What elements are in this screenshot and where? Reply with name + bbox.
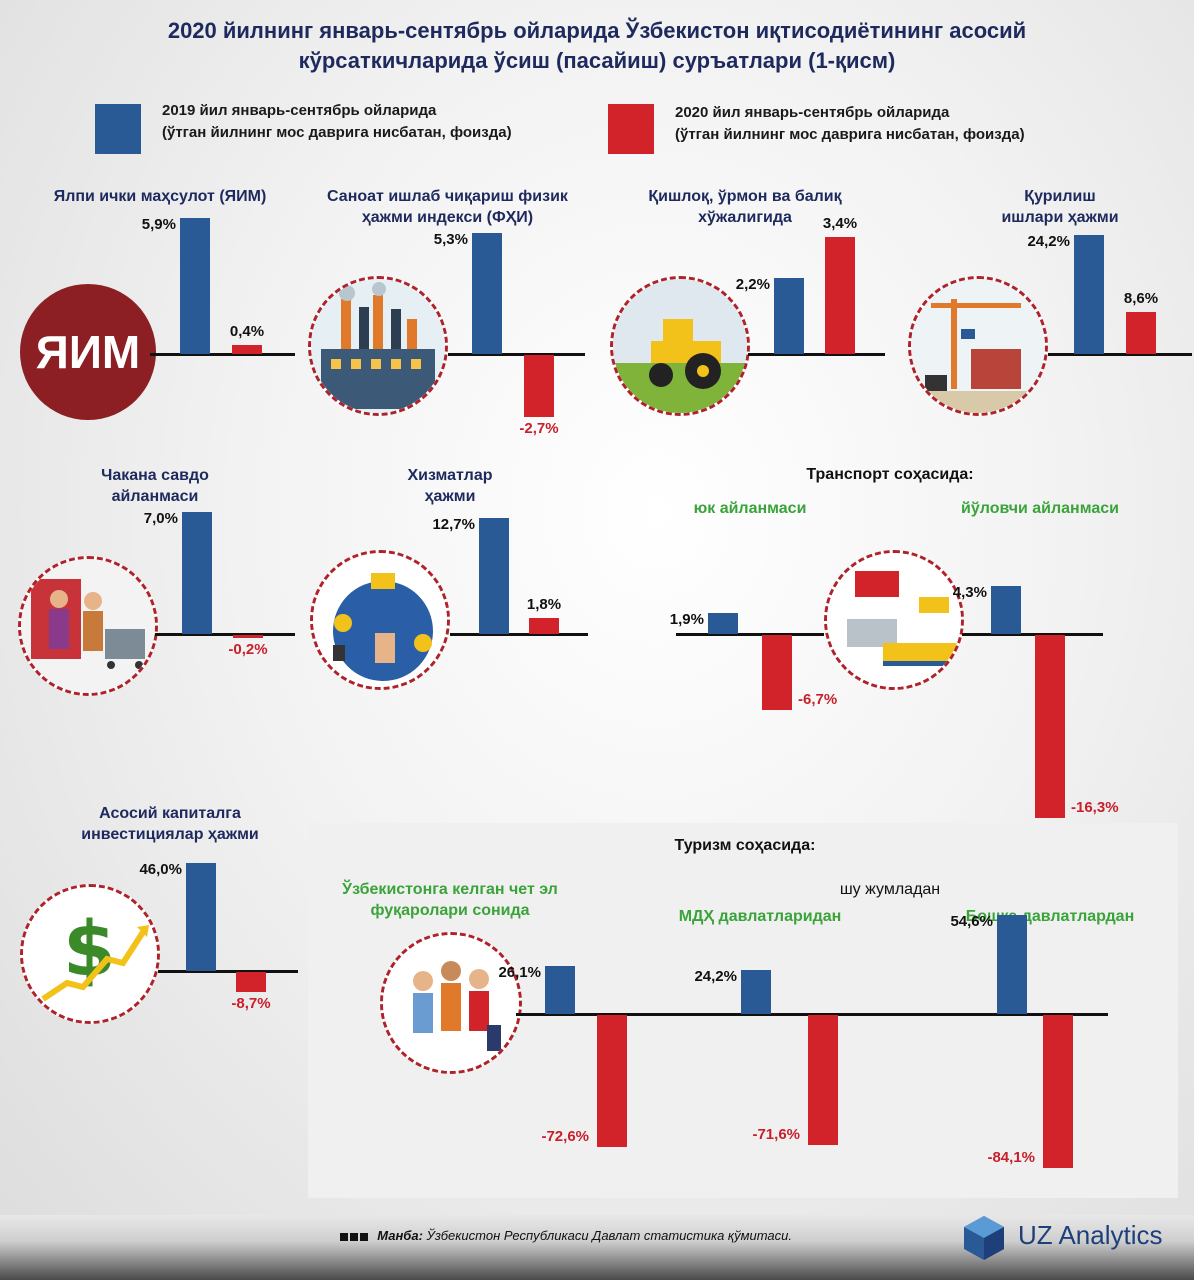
legend-swatch-2020	[608, 104, 654, 154]
agriculture-label-2019: 2,2%	[735, 276, 770, 294]
retail-bar-2019	[182, 512, 212, 634]
transport-section-title: Транспорт соҳасида:	[806, 466, 974, 483]
services-label-2019: 12,7%	[432, 516, 475, 534]
services-bar-2019	[479, 518, 509, 634]
gdp-bar-2019	[180, 218, 210, 354]
investment-label-2019: 46,0%	[139, 860, 182, 878]
retail-bar-2020	[233, 635, 263, 639]
freight-label-2019: 1,9%	[669, 610, 704, 628]
footer-bar	[0, 1215, 1194, 1280]
freight-bar-2020	[762, 635, 792, 711]
freight-title: юк айланмаси	[693, 500, 807, 517]
passenger-label-2019: 4,3%	[952, 583, 987, 601]
transport-icon	[824, 550, 964, 690]
industry-title: Саноат ишлаб чиқариш физик ҳажми индекси …	[327, 188, 568, 226]
tourists-bar-2019	[545, 966, 575, 1014]
legend-swatch-2019	[95, 104, 141, 154]
construction-bar-2020	[1126, 311, 1156, 354]
other-countries-label-2020: -84,1%	[987, 1149, 1035, 1167]
brand-name: UZ Analytics	[1018, 1220, 1163, 1250]
industry-label-2019: 5,3%	[433, 231, 468, 249]
investment-title: Асосий капиталга инвестициялар ҳажми	[81, 805, 259, 843]
gdp-bar-2020	[232, 344, 262, 354]
other-countries-bar-2019	[997, 914, 1027, 1014]
tourism-section-title: Туризм соҳасида:	[674, 837, 816, 854]
cis-label-2019: 24,2%	[694, 967, 737, 985]
construction-axis	[1048, 353, 1192, 356]
gdp-axis	[150, 353, 295, 356]
factory-icon	[308, 276, 448, 416]
gdp-badge: ЯИМ	[20, 284, 156, 420]
construction-icon	[908, 276, 1048, 416]
passenger-label-2020: -16,3%	[1071, 798, 1119, 816]
tourists-label-2020: -72,6%	[541, 1128, 589, 1146]
tourists-title: Ўзбекистонга келган чет эл фуқаролари сон…	[342, 881, 558, 919]
gdp-title: Ялпи ички маҳсулот (ЯИМ)	[53, 188, 267, 205]
freight-bar-2019	[708, 612, 738, 634]
legend-2020-line1: 2020 йил январь-сентябрь ойларида	[675, 104, 950, 121]
investment-bar-2020	[236, 972, 266, 993]
agriculture-title: Қишлоқ, ўрмон ва балиқ хўжалигида	[648, 188, 842, 226]
tourists-axis	[516, 1013, 1108, 1016]
tourists-icon	[380, 932, 522, 1074]
services-title: Хизматлар ҳажми	[407, 467, 493, 505]
retail-title: Чакана савдо айланмаси	[101, 467, 209, 505]
dollar-growth-icon: $	[20, 884, 160, 1024]
legend-2019-line1: 2019 йил январь-сентябрь ойларида	[162, 102, 437, 119]
construction-bar-2019	[1074, 234, 1104, 354]
cis-bar-2020	[808, 1015, 838, 1146]
services-bar-2020	[529, 617, 559, 634]
industry-label-2020: -2,7%	[519, 419, 559, 437]
industry-bar-2020	[524, 355, 554, 417]
construction-label-2019: 24,2%	[1027, 232, 1070, 250]
retail-label-2019: 7,0%	[143, 510, 178, 528]
freight-label-2020: -6,7%	[798, 691, 838, 709]
source-note: Манба: Ўзбекистон Республикаси Давлат ст…	[340, 1228, 792, 1243]
tourists-bar-2020	[597, 1015, 627, 1148]
industry-bar-2019	[472, 233, 502, 354]
investment-label-2020: -8,7%	[231, 995, 271, 1013]
page-title-line1: 2020 йилнинг январь-сентябрь ойларида Ўз…	[167, 18, 1027, 43]
passenger-axis	[962, 633, 1103, 636]
passenger-title: йўловчи айланмаси	[961, 500, 1119, 517]
services-axis	[450, 633, 588, 636]
gdp-label-2019: 5,9%	[141, 216, 176, 234]
other-countries-label-2019: 54,6%	[950, 912, 993, 930]
cis-label-2020: -71,6%	[752, 1126, 800, 1144]
construction-label-2020: 8,6%	[1123, 289, 1159, 307]
passenger-bar-2019	[991, 585, 1021, 634]
agriculture-bar-2020	[825, 237, 855, 354]
gdp-label-2020: 0,4%	[229, 322, 265, 340]
services-icon	[310, 550, 450, 690]
construction-title: Қурилиш ишлари ҳажми	[1001, 188, 1119, 226]
tractor-icon	[610, 276, 750, 416]
agriculture-bar-2019	[774, 278, 804, 354]
agriculture-axis	[748, 353, 885, 356]
agriculture-label-2020: 3,4%	[822, 215, 858, 233]
investment-axis	[158, 970, 298, 973]
page-title-line2: кўрсаткичларида ўсиш (пасайиш) суръатлар…	[298, 48, 896, 73]
legend-2020-line2: (ўтган йилнинг мос даврига нисбатан, фои…	[675, 126, 1025, 143]
cis-title: МДҲ давлатларидан	[678, 908, 842, 925]
freight-axis	[676, 633, 824, 636]
brand-logo-icon	[960, 1214, 1008, 1267]
retail-label-2020: -0,2%	[228, 641, 268, 659]
investment-bar-2019	[186, 862, 216, 971]
retail-axis	[155, 633, 295, 636]
shopping-icon	[18, 556, 158, 696]
legend-2019-line2: (ўтган йилнинг мос даврига нисбатан, фои…	[162, 124, 512, 141]
services-label-2020: 1,8%	[526, 595, 562, 613]
passenger-bar-2020	[1035, 635, 1065, 818]
cis-bar-2019	[741, 969, 771, 1014]
tourists-label-2019: 26,1%	[498, 964, 541, 982]
industry-axis	[448, 353, 585, 356]
including-label: шу жумладан	[839, 881, 941, 898]
other-countries-bar-2020	[1043, 1015, 1073, 1169]
